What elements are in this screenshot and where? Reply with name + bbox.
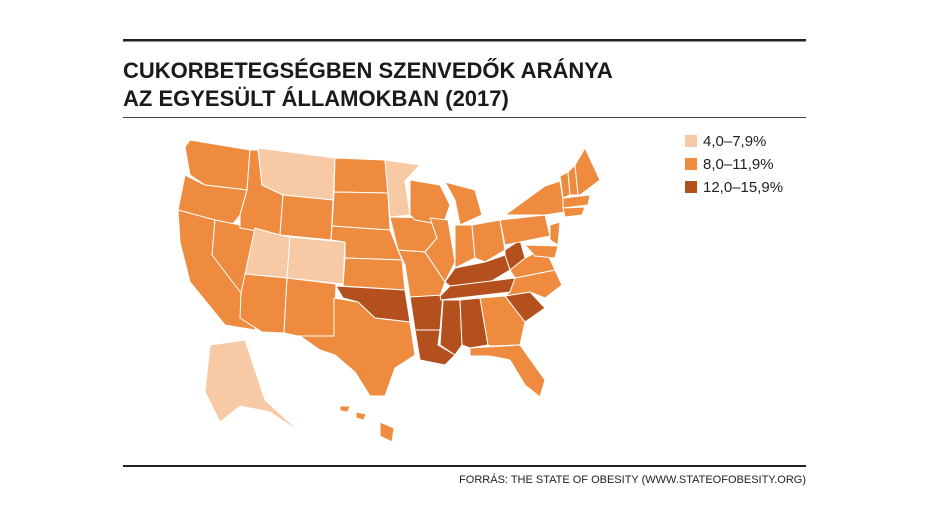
- state: [444, 181, 483, 226]
- state: [574, 147, 601, 196]
- legend-swatch: [685, 181, 697, 193]
- state: [454, 224, 476, 269]
- states: [177, 139, 601, 443]
- title-line: CUKORBETEGSÉGBEN SZENVEDŐK ARÁNYA: [123, 58, 613, 83]
- legend-swatch: [685, 135, 697, 147]
- state: [299, 297, 416, 397]
- legend-label: 12,0–15,9%: [703, 179, 783, 196]
- state: [355, 411, 367, 421]
- state: [204, 339, 301, 433]
- bottom-rule: [123, 465, 806, 467]
- state: [504, 180, 566, 216]
- state: [333, 157, 389, 194]
- source: FORRÁS: THE STATE OF OBESITY (WWW.STATEO…: [459, 473, 806, 486]
- state: [331, 191, 391, 231]
- state: [471, 219, 506, 263]
- state: [439, 299, 463, 356]
- state: [524, 244, 559, 259]
- state: [279, 194, 334, 241]
- title-line: AZ EGYESÜLT ÁLLAMOKBAN (2017): [123, 86, 509, 111]
- state: [562, 206, 586, 218]
- state: [499, 214, 551, 246]
- legend: 4,0–7,9% 8,0–11,9% 12,0–15,9%: [685, 133, 783, 196]
- state: [504, 269, 563, 299]
- state: [549, 221, 561, 246]
- title-rule: [123, 117, 806, 118]
- state: [379, 421, 395, 443]
- top-rule: [123, 39, 806, 42]
- state: [459, 297, 489, 349]
- state: [339, 405, 351, 413]
- state: [384, 159, 421, 218]
- state: [562, 194, 591, 209]
- legend-label: 8,0–11,9%: [703, 156, 774, 173]
- state: [283, 277, 337, 337]
- state: [409, 294, 444, 331]
- state: [286, 236, 346, 285]
- legend-label: 4,0–7,9%: [703, 133, 766, 150]
- state: [342, 257, 406, 291]
- state: [469, 344, 546, 398]
- legend-swatch: [685, 158, 697, 170]
